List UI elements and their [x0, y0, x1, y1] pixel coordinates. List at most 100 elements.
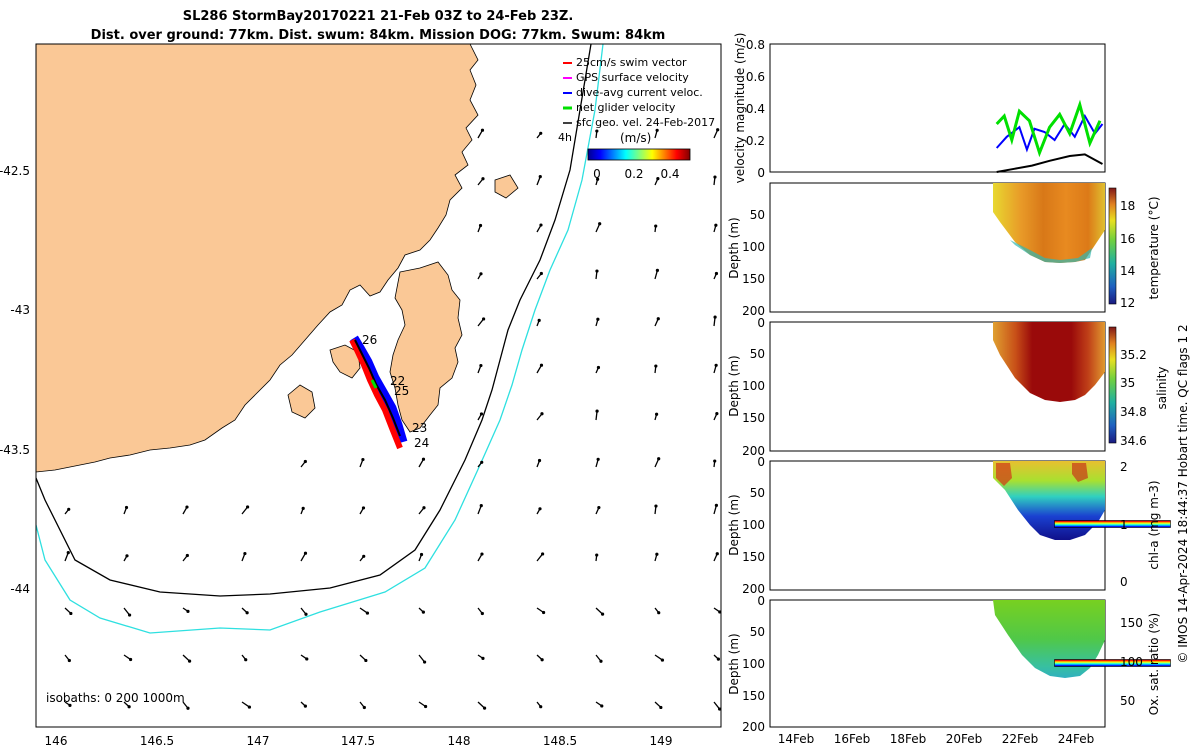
velocity-arrow-head [480, 460, 484, 464]
salinity-cb-label: salinity [1155, 366, 1169, 409]
velocity-ylabel: velocity magnitude (m/s) [733, 33, 747, 184]
depth-tick: 200 [742, 720, 765, 734]
velocity-arrow-head [305, 657, 309, 661]
velocity-arrow-head [365, 611, 370, 615]
y-tick: -42.5 [0, 164, 30, 178]
track-label: 23 [412, 421, 427, 435]
depth-tick: 50 [750, 208, 765, 222]
velocity-arrow-head [655, 412, 659, 416]
salinity-cb-tick: 35.2 [1120, 348, 1147, 362]
time-tick: 24Feb [1058, 732, 1095, 746]
x-tick: 146 [45, 734, 68, 748]
salinity-cb-tick: 34.8 [1120, 405, 1147, 419]
velocity-arrow-head [540, 412, 544, 416]
salinity-cb-tick: 35 [1120, 376, 1135, 390]
depth-label: Depth (m) [727, 355, 741, 416]
map-xticks: 146 146.5 147 147.5 148 148.5 149 [45, 734, 673, 748]
velocity-arrow-head [424, 704, 428, 709]
velocity-ytick: 0.6 [746, 70, 765, 84]
temperature-cb-tick: 14 [1120, 264, 1135, 278]
velocity-arrow-head [419, 552, 424, 557]
velocity-arrow-head [124, 505, 129, 510]
velocity-arrow-head [538, 507, 542, 511]
oxygen-section [993, 600, 1105, 678]
depth-tick: 100 [742, 657, 765, 671]
velocity-arrow-head [67, 658, 71, 663]
oxygen-panel: Depth (m) 150 100 50 Ox. sat. ratio (%) [727, 599, 1171, 728]
depth-tick: 150 [742, 411, 765, 425]
velocity-arrow-head [481, 656, 485, 660]
isobath-1000 [36, 44, 604, 634]
velocity-arrow-head [539, 131, 543, 135]
velocity-panel: velocity magnitude (m/s) 0.8 0.6 0.4 0.2… [733, 33, 1106, 184]
velocity-arrow-head [655, 552, 659, 556]
velocity-arrow-head [657, 611, 661, 615]
velocity-ytick: 0.4 [746, 102, 765, 116]
oxygen-cb-label: Ox. sat. ratio (%) [1147, 613, 1161, 715]
figure-title-line1: SL286 StormBay20170221 21-Feb 03Z to 24-… [183, 9, 574, 24]
velocity-arrow-head [656, 317, 660, 321]
y-tick: -43.5 [0, 443, 30, 457]
velocity-arrow-head [596, 177, 600, 181]
velocity-arrow-head [127, 705, 131, 709]
legend-dive-avg: dive-avg current veloc. [576, 86, 703, 99]
track-label: 25 [394, 384, 409, 398]
speed-colorbar [587, 148, 691, 161]
velocity-arrow-head [715, 412, 719, 416]
velocity-arrow-head [539, 223, 543, 227]
velocity-arrow-head [714, 363, 718, 367]
velocity-arrow-head [421, 610, 425, 614]
chla-cb-tick: 0 [1120, 575, 1128, 589]
velocity-arrow-head [482, 706, 487, 710]
velocity-arrow-head [303, 704, 307, 708]
velocity-arrow-head [303, 459, 307, 464]
x-tick: 147 [247, 734, 270, 748]
map-panel: 26 22 25 23 24 25cm/s swim vector GPS su… [0, 43, 722, 748]
time-tick: 16Feb [834, 732, 871, 746]
temperature-deep-layer [1010, 240, 1092, 263]
velocity-arrow-head [540, 552, 545, 556]
velocity-line-3 [996, 153, 1103, 173]
velocity-arrow-head [537, 318, 541, 323]
temperature-panel: Depth (m) 18 16 14 12 temperature (°C) [727, 182, 1161, 313]
velocity-arrow-head [600, 612, 605, 616]
velocity-arrow-head [654, 224, 658, 228]
salinity-colorbar [1108, 326, 1117, 444]
depth-tick: 50 [750, 625, 765, 639]
velocity-arrow-head [245, 611, 249, 615]
velocity-arrow-head [479, 412, 484, 416]
oxygen-cb-tick: 100 [1120, 655, 1143, 669]
temperature-cb-label: temperature (°C) [1147, 197, 1161, 300]
oxygen-cb-tick: 150 [1120, 616, 1143, 630]
velocity-arrow-head [713, 175, 717, 179]
depth-label: Depth (m) [727, 633, 741, 694]
velocity-arrow-head [480, 552, 484, 556]
velocity-arrow-head [245, 505, 250, 509]
velocity-arrow-head [595, 409, 599, 413]
velocity-arrow-head [717, 707, 721, 711]
land-island [287, 384, 316, 419]
time-tick: 14Feb [778, 732, 815, 746]
velocity-arrow-head [597, 506, 601, 510]
time-tick: 22Feb [1002, 732, 1039, 746]
colorbar-tick: 0.2 [624, 167, 643, 181]
salinity-panel: Depth (m) 35.2 35 34.8 34.6 salinity [727, 321, 1169, 452]
depth-tick: 100 [742, 518, 765, 532]
velocity-arrow-head [479, 363, 483, 368]
velocity-series [995, 99, 1104, 173]
velocity-arrow-head [657, 457, 661, 461]
velocity-arrow-head [243, 551, 247, 556]
velocity-arrow-head [185, 505, 189, 509]
chla-surface-patch [996, 463, 1012, 486]
salinity-cb-tick: 34.6 [1120, 434, 1147, 448]
colorbar-tick: 0.4 [660, 167, 679, 181]
velocity-arrow-head [714, 271, 719, 276]
velocity-arrow-head [713, 459, 717, 463]
sfc-geo-velocity-field [64, 128, 721, 711]
velocity-line-2 [995, 99, 1102, 158]
velocity-arrow-head [654, 504, 658, 508]
chla-surface-patch [1072, 463, 1088, 482]
y-tick: -44 [10, 582, 30, 596]
velocity-arrow-head [129, 657, 133, 662]
